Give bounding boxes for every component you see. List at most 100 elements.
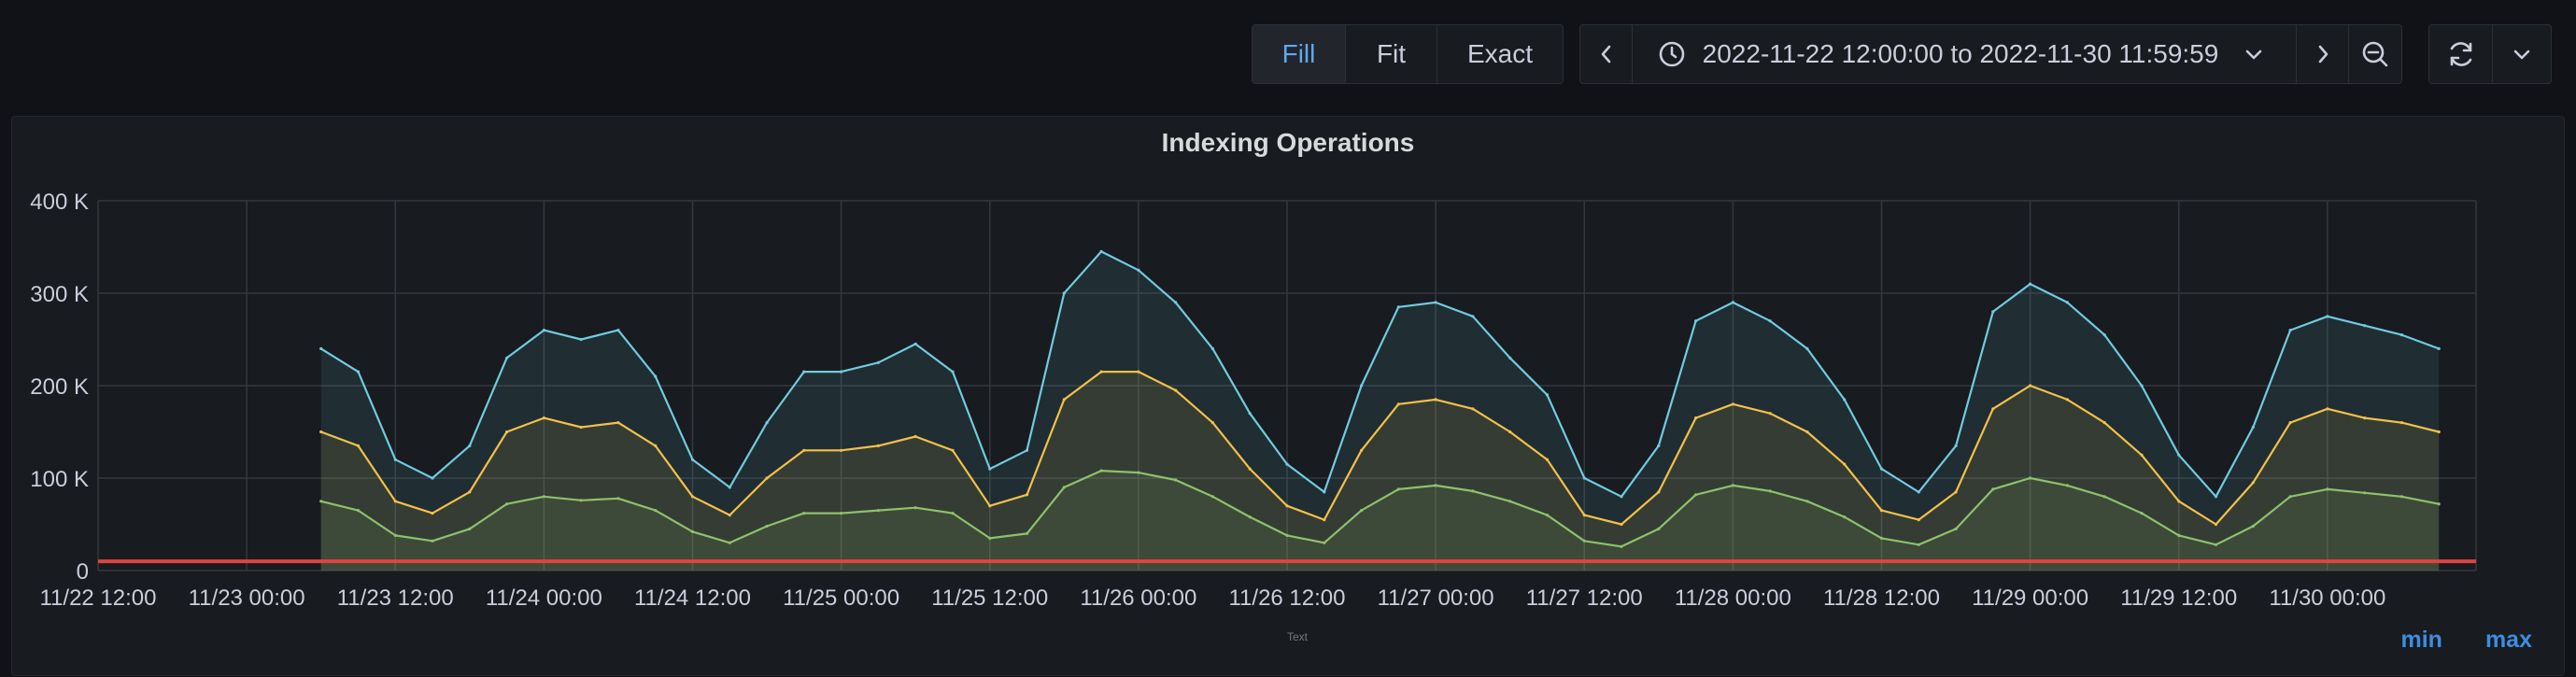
data-point [840, 448, 843, 452]
data-point [393, 500, 397, 503]
legend-min-column[interactable]: min [2400, 627, 2442, 653]
series-area-1 [320, 372, 2440, 571]
data-point [1731, 402, 1734, 406]
data-point [2102, 495, 2106, 499]
x-tick-label: 11/24 00:00 [486, 585, 602, 611]
data-point [1508, 500, 1512, 503]
data-point [840, 512, 843, 515]
data-point [2029, 384, 2032, 388]
refresh-group [2428, 24, 2552, 84]
legend-max-column[interactable]: max [2484, 627, 2532, 653]
data-point [2065, 398, 2069, 402]
data-point [1805, 430, 1809, 434]
data-point [2363, 324, 2367, 328]
data-point [1323, 518, 1326, 522]
data-point [2140, 512, 2144, 515]
data-point [2029, 476, 2032, 480]
data-point [1025, 493, 1029, 497]
data-point [988, 536, 992, 540]
data-point [1174, 388, 1178, 392]
data-point [1657, 490, 1661, 494]
data-point [2140, 384, 2144, 388]
data-point [1768, 319, 1772, 323]
data-point [1991, 310, 1995, 314]
refresh-interval-dropdown[interactable] [2493, 25, 2551, 83]
data-point [1731, 301, 1734, 304]
chart-panel: Indexing Operations 0 100 K 200 K 300 K 400 … [11, 116, 2565, 676]
data-point [1396, 487, 1400, 491]
data-point [1062, 291, 1066, 295]
data-point [616, 329, 620, 332]
data-point [431, 539, 434, 543]
data-point [393, 458, 397, 461]
data-point [1062, 486, 1066, 489]
y-tick-label: 400 K [30, 190, 89, 215]
data-point [2437, 502, 2441, 506]
time-picker-group: 2022-11-22 12:00:00 to 2022-11-30 11:59:… [1579, 24, 2402, 84]
refresh-button[interactable] [2429, 25, 2493, 83]
data-point [654, 444, 658, 447]
x-tick-label: 11/23 12:00 [337, 585, 454, 611]
data-point [542, 495, 546, 499]
data-point [2140, 453, 2144, 457]
data-point [542, 416, 546, 420]
data-point [1582, 476, 1586, 480]
x-tick-label: 11/24 12:00 [634, 585, 751, 611]
data-point [1396, 402, 1400, 406]
data-point [1360, 509, 1364, 513]
data-point [988, 467, 992, 471]
data-point [1210, 495, 1214, 499]
data-point [616, 421, 620, 425]
data-point [765, 421, 769, 425]
data-point [1174, 301, 1178, 304]
data-point [2214, 543, 2218, 546]
data-point [2177, 500, 2181, 503]
fill-button[interactable]: Fill [1253, 25, 1346, 83]
data-point [1657, 444, 1661, 447]
data-point [1768, 412, 1772, 416]
data-point [728, 541, 731, 544]
data-point [2363, 491, 2367, 495]
x-tick-label: 11/29 00:00 [1972, 585, 2088, 611]
data-point [1620, 544, 1623, 548]
zoom-out-button[interactable] [2349, 25, 2401, 83]
x-tick-label: 11/27 12:00 [1526, 585, 1643, 611]
fit-button[interactable]: Fit [1346, 25, 1437, 83]
data-point [2251, 481, 2255, 485]
data-point [690, 529, 695, 533]
data-point [802, 370, 806, 374]
data-point [393, 533, 397, 537]
data-point [542, 329, 546, 332]
data-point [468, 527, 472, 530]
data-point [356, 444, 361, 447]
data-point [431, 476, 434, 480]
chevron-down-icon [2513, 49, 2530, 60]
data-point [1879, 536, 1884, 540]
time-range-picker[interactable]: 2022-11-22 12:00:00 to 2022-11-30 11:59:… [1633, 25, 2297, 83]
data-point [319, 500, 323, 503]
data-point [1879, 467, 1884, 471]
time-series-chart[interactable]: 0 100 K 200 K 300 K 400 K 11/22 12:00 11/23 00… [12, 117, 2566, 677]
time-back-button[interactable] [1580, 25, 1633, 83]
x-tick-label: 11/22 12:00 [39, 585, 156, 611]
data-point [1508, 430, 1512, 434]
time-forward-button[interactable] [2297, 25, 2349, 83]
y-tick-label: 300 K [30, 282, 89, 307]
dashboard-toolbar: Fill Fit Exact 2022-11-22 12:00:00 to 20… [0, 24, 2576, 86]
data-point [2214, 522, 2218, 527]
data-point [2399, 495, 2403, 499]
exact-button[interactable]: Exact [1466, 39, 1534, 68]
data-point [1879, 509, 1884, 513]
panel-title: Indexing Operations [1161, 128, 1415, 157]
data-point [1545, 393, 1550, 397]
y-tick-label: 200 K [30, 374, 89, 400]
data-point [1434, 484, 1437, 487]
data-point [579, 425, 583, 430]
data-point [2437, 430, 2441, 434]
time-range-text: 2022-11-22 12:00:00 to 2022-11-30 11:59:… [1702, 39, 2219, 68]
data-point [876, 509, 881, 513]
series-area-2 [320, 471, 2440, 571]
data-point [1731, 484, 1734, 487]
data-point [1025, 531, 1029, 535]
data-point [1657, 527, 1661, 530]
